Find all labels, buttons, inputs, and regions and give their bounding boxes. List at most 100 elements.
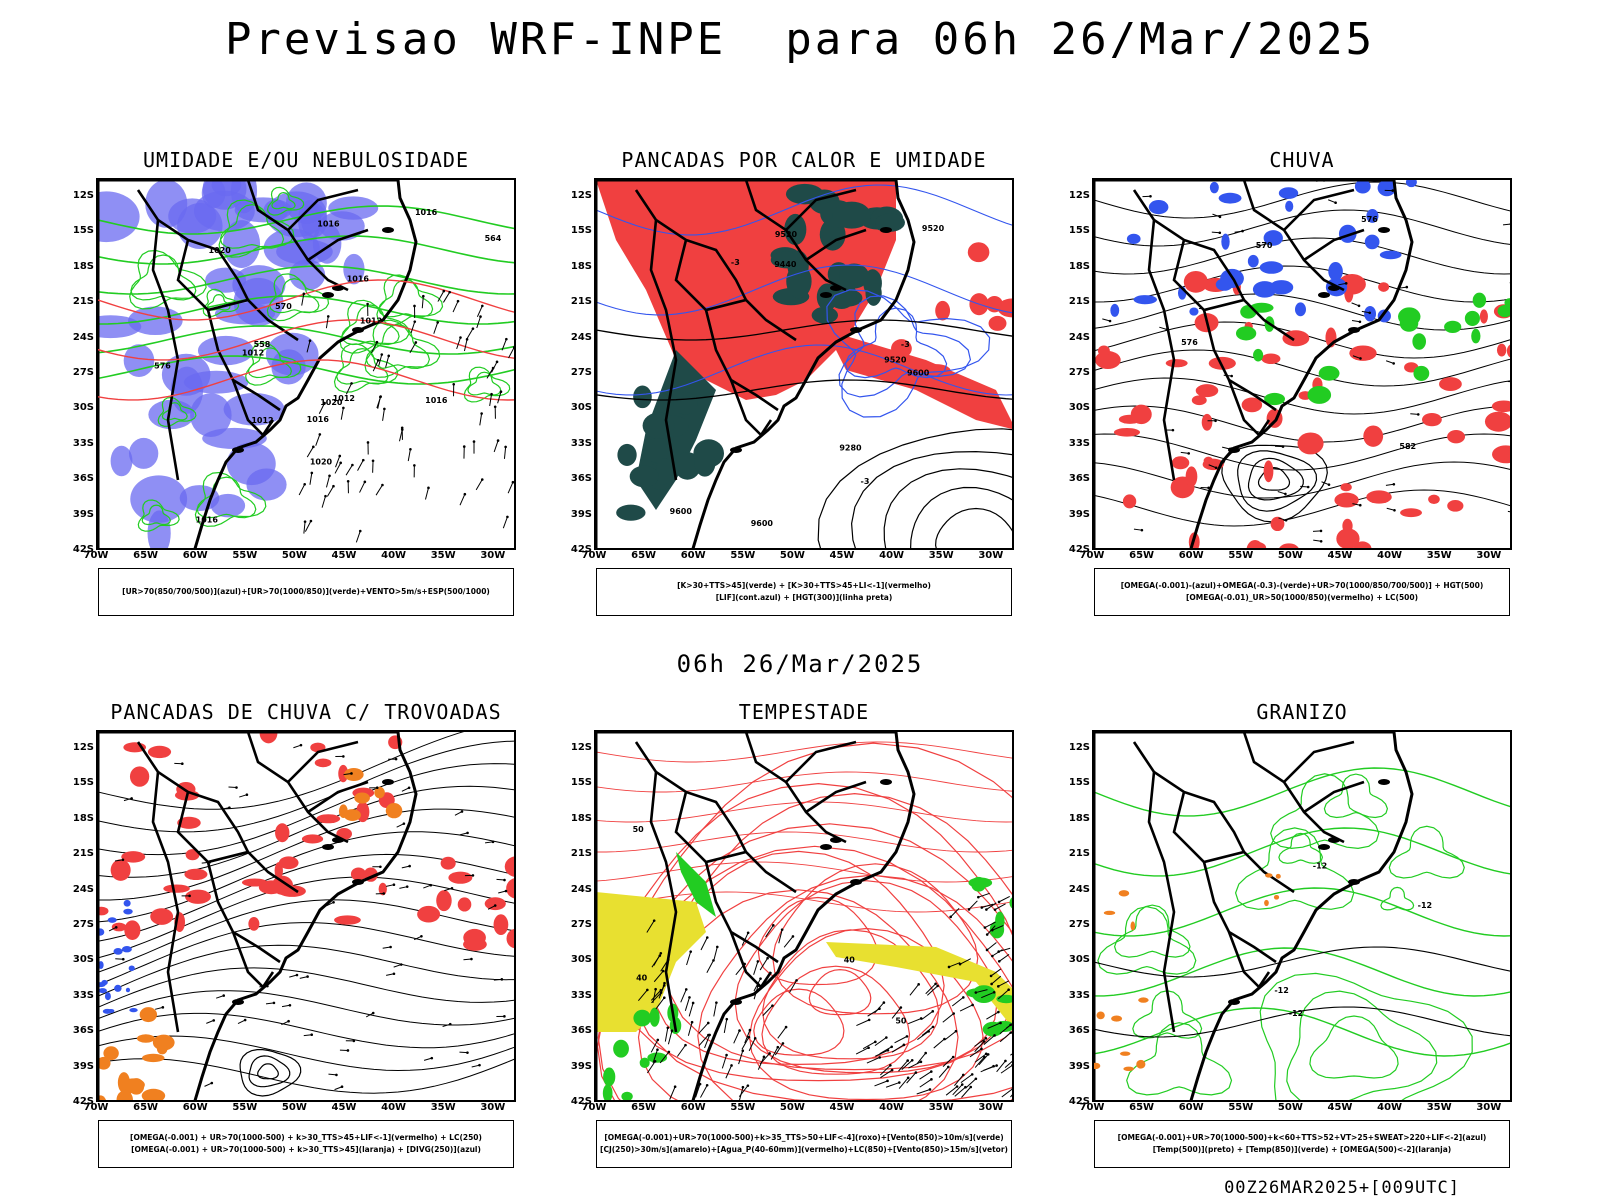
map-pancadas-trovoadas [96, 730, 516, 1102]
lat-tick-label: 33S [1068, 437, 1090, 449]
contour-label: -3 [731, 258, 740, 267]
contour-label: -3 [861, 477, 870, 486]
lat-tick-label: 36S [570, 1025, 592, 1037]
map-canvas: 582 576 570 576 [1094, 180, 1510, 548]
lat-tick-label: 24S [72, 331, 94, 343]
lat-tick-label: 21S [1068, 296, 1090, 308]
lat-tick-label: 39S [1068, 508, 1090, 520]
panel-title-pancadas-trovoadas: PANCADAS DE CHUVA C/ TROVOADAS [110, 700, 502, 724]
legend-line: [OMEGA(-0.001) + UR>70(1000-500) + k>30_… [130, 1133, 482, 1142]
lat-tick-label: 21S [570, 296, 592, 308]
map-umidade: 1016 1012 1012 1016 1016 1016 1012 1016 1016 576 5… [96, 178, 516, 550]
lon-tick-label: 45W [331, 1102, 357, 1113]
contour-label: 40 [844, 955, 856, 964]
lon-tick-label: 65W [1129, 1102, 1155, 1113]
lat-tick-label: 27S [1068, 367, 1090, 378]
lon-tick-label: 35W [1426, 550, 1452, 561]
legend-line: [UR>70(850/700/500)](azul)+[UR>70(1000/8… [122, 587, 490, 596]
lon-tick-label: 45W [331, 550, 357, 561]
contour-label: 558 [254, 340, 271, 349]
lat-tick-label: 18S [570, 812, 592, 824]
lon-tick-label: 30W [978, 550, 1004, 561]
map-pancadas-calor: 9600 9600 9600 9520 9520 9520 9280 9440 -3 -3 -3 [594, 178, 1014, 550]
contour-label: 1016 [196, 515, 219, 524]
forecast-time-label: 06h 26/Mar/2025 [676, 650, 924, 678]
lat-tick-label: 12S [570, 190, 592, 201]
lon-tick-label: 50W [1277, 1102, 1303, 1113]
legend-line: [OMEGA(-0.001)+UR>70(1000-500)+k>35_TTS>… [604, 1133, 1004, 1142]
lat-tick-label: 24S [570, 331, 592, 343]
contour-label: -3 [901, 340, 910, 349]
lon-tick-label: 65W [631, 550, 657, 561]
lat-tick-label: 24S [1068, 883, 1090, 895]
map-canvas: -12 -12 -12 -12 [1094, 732, 1510, 1100]
lon-tick-label: 70W [581, 550, 607, 561]
lat-tick-label: 42S [1068, 1096, 1090, 1107]
lon-tick-label: 30W [480, 1102, 506, 1113]
contour-label: 1016 [317, 219, 340, 228]
lon-tick-label: 35W [430, 1102, 456, 1113]
lon-tick-label: 55W [1228, 1102, 1254, 1113]
lat-tick-label: 39S [570, 1060, 592, 1072]
map-granizo: -12 -12 -12 -12 [1092, 730, 1512, 1102]
lon-tick-label: 60W [680, 550, 706, 561]
contour-label: 582 [1399, 442, 1416, 451]
lat-tick-label: 30S [570, 402, 592, 414]
lat-tick-label: 21S [72, 296, 94, 308]
lon-tick-label: 60W [1178, 550, 1204, 561]
contour-label: -12 [1289, 1009, 1303, 1018]
lat-tick-label: 24S [1068, 331, 1090, 343]
lat-tick-label: 42S [72, 1096, 94, 1107]
panel-title-chuva: CHUVA [1269, 148, 1335, 172]
run-footer: 00Z26MAR2025+[009UTC] [1224, 1178, 1460, 1198]
lat-tick-label: 12S [72, 742, 94, 753]
lat-tick-label: 33S [72, 989, 94, 1001]
lat-tick-label: 30S [570, 954, 592, 966]
lon-tick-label: 30W [480, 550, 506, 561]
lon-tick-label: 55W [232, 550, 258, 561]
legend-tempestade: [OMEGA(-0.001)+UR>70(1000-500)+k>35_TTS>… [596, 1120, 1012, 1168]
lon-tick-label: 50W [1277, 550, 1303, 561]
contour-label: 576 [1361, 215, 1378, 224]
lat-tick-label: 15S [1068, 777, 1090, 789]
lat-tick-label: 39S [72, 1060, 94, 1072]
lat-tick-label: 36S [1068, 1025, 1090, 1037]
lon-tick-label: 50W [281, 550, 307, 561]
lon-tick-label: 45W [829, 1102, 855, 1113]
legend-line: [OMEGA(-0.001)-(azul)+OMEGA(-0.3)-(verde… [1120, 581, 1484, 590]
lat-tick-label: 15S [570, 225, 592, 237]
legend-chuva: [OMEGA(-0.001)-(azul)+OMEGA(-0.3)-(verde… [1094, 568, 1510, 616]
lat-tick-label: 39S [1068, 1060, 1090, 1072]
contour-label: 9280 [839, 444, 862, 453]
contour-label: 1012 [251, 416, 273, 425]
contour-label: 1012 [242, 349, 264, 358]
lat-tick-label: 18S [1068, 812, 1090, 824]
lon-tick-label: 40W [381, 1102, 407, 1113]
contour-label: 9520 [775, 230, 798, 239]
map-tempestade: 50 50 40 40 [594, 730, 1014, 1102]
contour-label: 1020 [310, 457, 333, 466]
legend-line: [OMEGA(-0.001) + UR>70(1000-500) + k>30_… [131, 1145, 481, 1154]
lon-tick-label: 70W [1079, 1102, 1105, 1113]
legend-line: [LIF](cont.azul) + [HGT(300)](linha pret… [715, 593, 893, 602]
contour-label: 40 [636, 973, 648, 982]
lat-tick-label: 36S [1068, 473, 1090, 485]
lon-tick-label: 45W [829, 550, 855, 561]
lon-tick-label: 45W [1327, 550, 1353, 561]
lon-tick-label: 70W [1079, 550, 1105, 561]
lon-tick-label: 40W [381, 550, 407, 561]
lat-tick-label: 27S [72, 367, 94, 378]
lat-tick-label: 12S [1068, 190, 1090, 201]
lat-tick-label: 18S [72, 812, 94, 824]
lat-tick-label: 12S [570, 742, 592, 753]
lon-tick-label: 65W [1129, 550, 1155, 561]
contour-label: 50 [633, 825, 645, 834]
contour-label: -12 [1313, 861, 1327, 870]
contour-label: 1016 [415, 208, 438, 217]
panel-title-tempestade: TEMPESTADE [738, 700, 870, 724]
lon-tick-label: 40W [1377, 1102, 1403, 1113]
contour-label: 1012 [360, 317, 382, 326]
contour-label: -12 [1418, 901, 1432, 910]
contour-label: 570 [275, 302, 292, 311]
